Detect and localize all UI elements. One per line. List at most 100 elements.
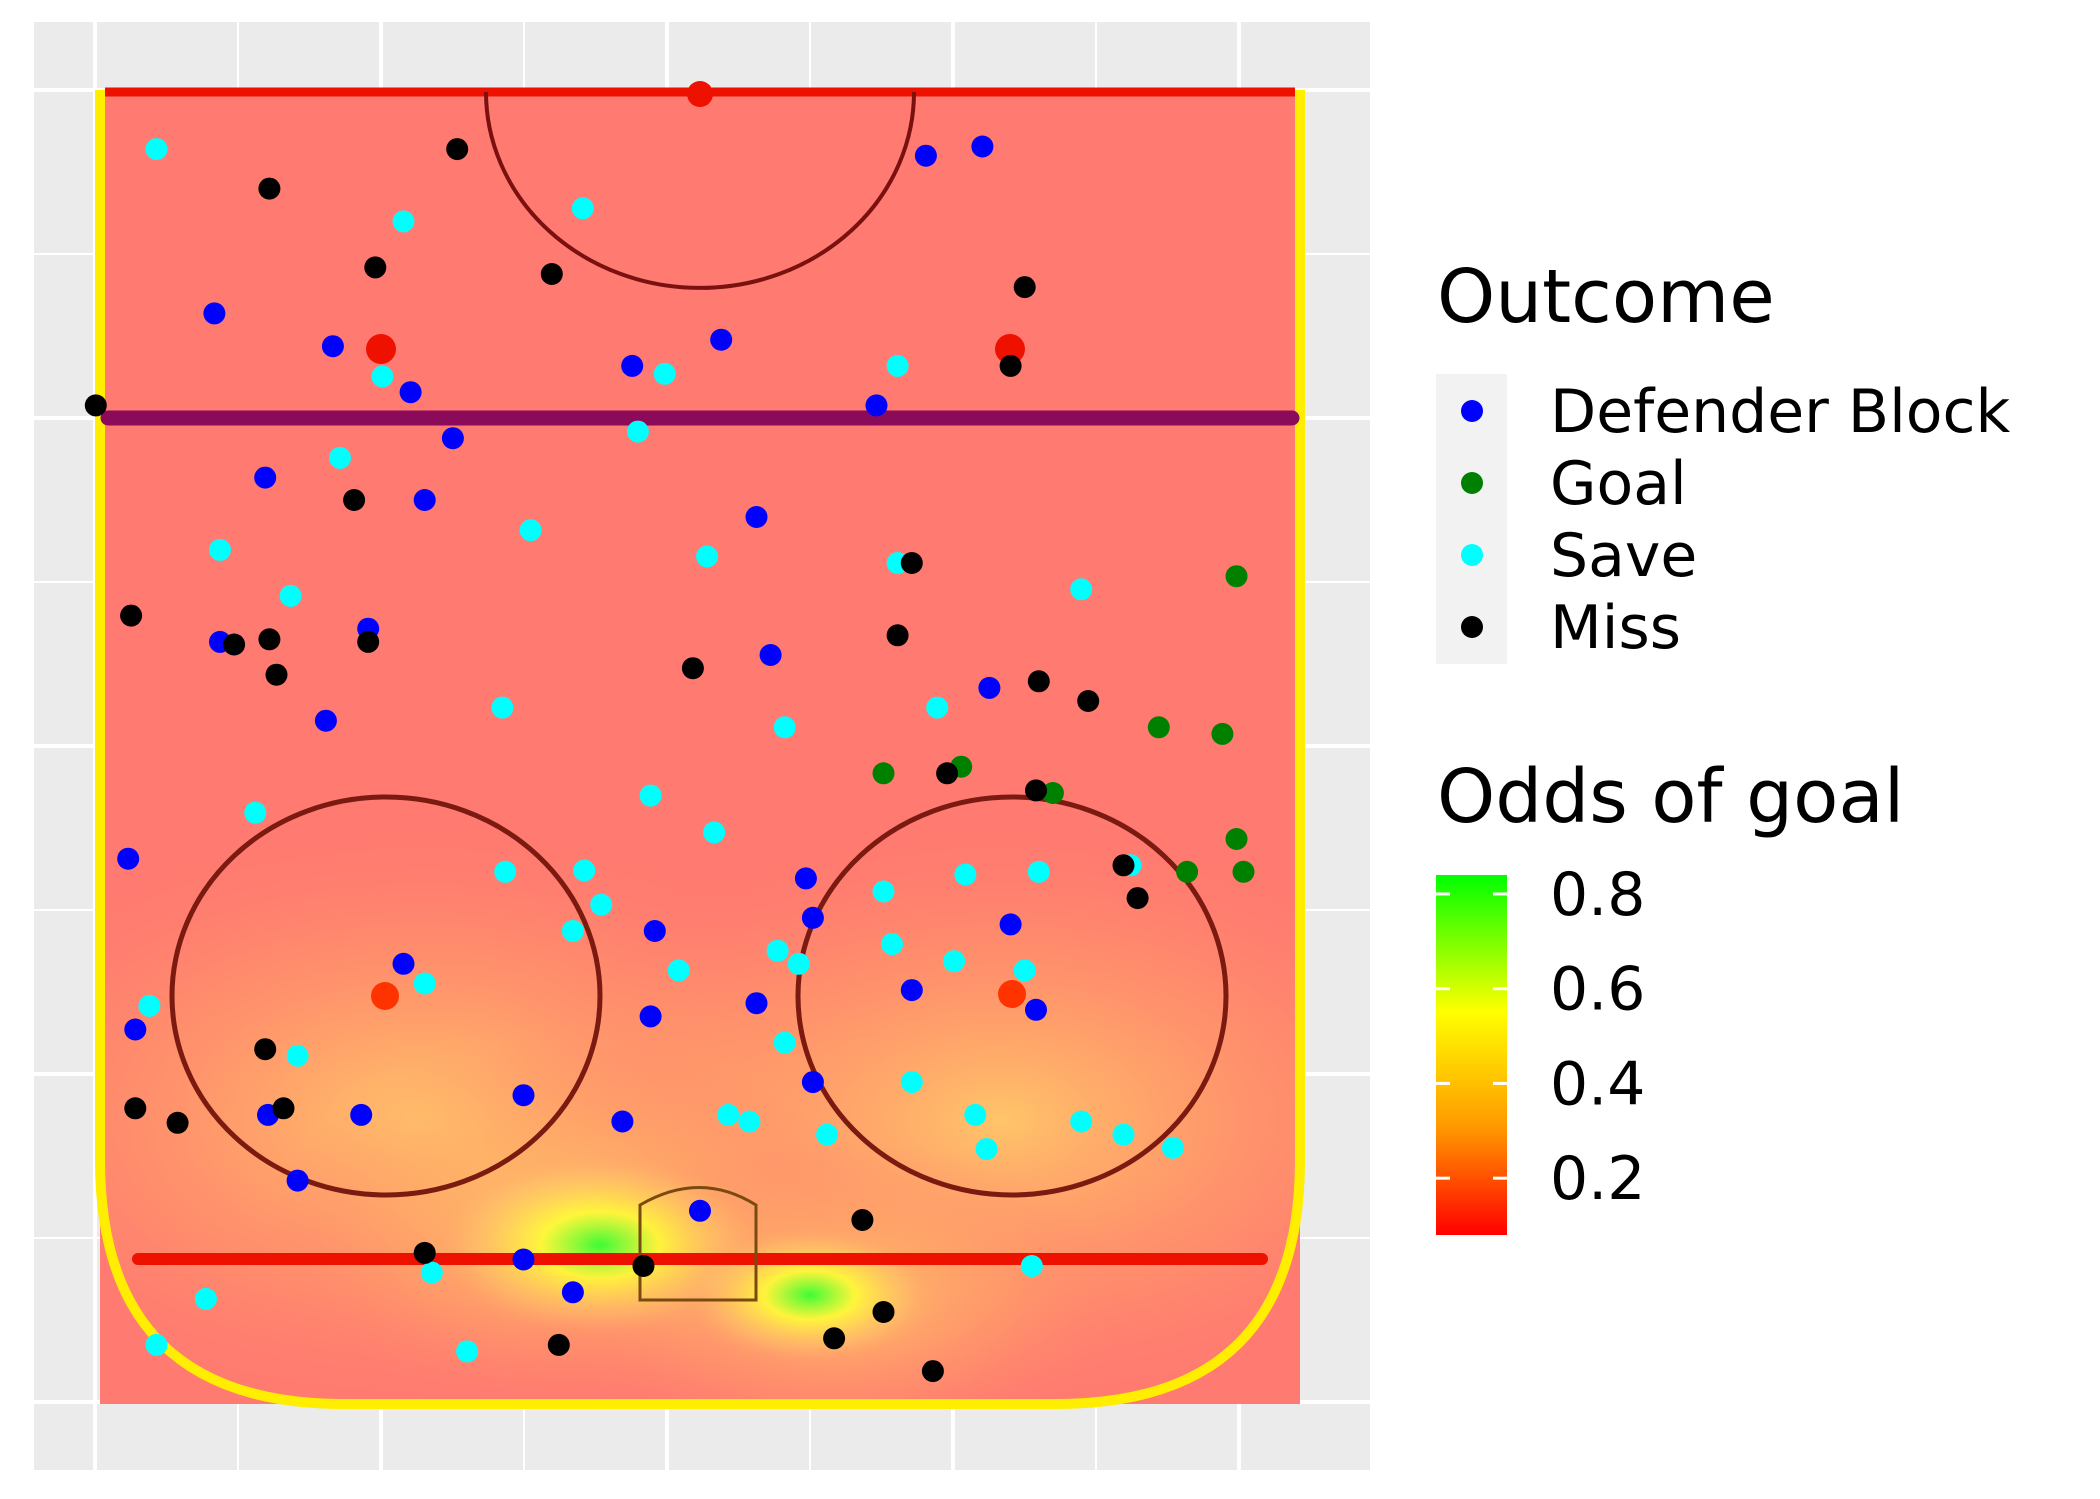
- point-defender-block: [1025, 998, 1047, 1021]
- point-miss: [632, 1255, 655, 1277]
- point-defender-block: [561, 1281, 584, 1304]
- shot-points: [84, 135, 1255, 1383]
- point-defender-block: [801, 906, 824, 929]
- colorbar-tick-label: 0.6: [1550, 955, 1645, 1025]
- point-defender-block: [441, 427, 464, 450]
- point-miss: [921, 1360, 944, 1383]
- point-miss: [223, 633, 246, 656]
- point-save: [1027, 860, 1050, 883]
- point-defender-block: [689, 1199, 711, 1222]
- point-save: [787, 952, 810, 975]
- point-defender-block: [117, 847, 140, 870]
- point-defender-block: [759, 644, 782, 666]
- point-save: [286, 1044, 309, 1067]
- point-defender-block: [124, 1018, 147, 1041]
- point-save: [626, 420, 649, 443]
- point-defender-block: [350, 1103, 373, 1126]
- point-save: [194, 1287, 217, 1310]
- point-save: [926, 696, 949, 719]
- point-save: [1013, 959, 1036, 982]
- point-defender-block: [745, 992, 768, 1015]
- point-defender-block: [321, 335, 344, 358]
- point-defender-block: [978, 676, 1001, 699]
- point-defender-block: [254, 466, 277, 489]
- point-defender-block: [611, 1110, 634, 1133]
- point-miss: [900, 552, 923, 574]
- legend-label-goal: Goal: [1550, 449, 1687, 519]
- point-miss: [1112, 854, 1135, 877]
- point-defender-block: [399, 381, 422, 404]
- goal-net: [638, 1259, 758, 1302]
- point-miss: [851, 1209, 874, 1231]
- point-save: [773, 1031, 796, 1054]
- point-save: [209, 538, 231, 561]
- point-defender-block: [801, 1071, 824, 1094]
- point-goal: [1176, 860, 1199, 883]
- odds-colorbar-ticks: 0.8 0.6 0.4 0.2: [1436, 860, 1645, 1214]
- point-save: [145, 1333, 168, 1356]
- point-save: [954, 863, 977, 886]
- point-save: [573, 859, 596, 882]
- point-defender-block: [999, 913, 1022, 936]
- point-miss: [886, 624, 909, 647]
- point-save: [456, 1340, 479, 1363]
- rink-markings: [95, 81, 1305, 1409]
- point-save: [872, 880, 895, 903]
- legend-key-defender-block: [1461, 400, 1483, 422]
- legend-label-save: Save: [1550, 521, 1697, 591]
- point-goal: [1041, 782, 1064, 804]
- point-miss: [1077, 690, 1100, 712]
- point-save: [244, 801, 267, 824]
- point-defender-block: [745, 506, 768, 528]
- point-defender-block: [413, 489, 436, 511]
- point-miss: [258, 628, 281, 651]
- point-save: [138, 994, 161, 1017]
- point-save: [703, 821, 726, 844]
- point-miss: [265, 663, 288, 686]
- point-miss: [540, 263, 563, 285]
- center-circle: [484, 91, 916, 290]
- legend-label-miss: Miss: [1550, 593, 1681, 663]
- point-save: [639, 784, 662, 807]
- point-save: [900, 1071, 923, 1094]
- point-goal: [1211, 722, 1234, 745]
- point-save: [766, 939, 789, 962]
- point-save: [964, 1103, 987, 1126]
- point-miss: [1126, 887, 1149, 910]
- colorbar-tick-label: 0.4: [1550, 1049, 1645, 1119]
- point-save: [1020, 1255, 1043, 1277]
- goal-crease: [638, 1186, 758, 1259]
- point-save: [696, 545, 719, 568]
- faceoff-dot-left: [371, 982, 399, 1010]
- point-save: [943, 950, 966, 973]
- center-dot: [687, 81, 713, 107]
- legend-key-goal: [1461, 472, 1483, 494]
- point-goal: [1225, 828, 1248, 850]
- legend-key-save: [1461, 544, 1483, 566]
- point-defender-block: [512, 1084, 535, 1107]
- point-save: [371, 365, 394, 388]
- point-miss: [258, 177, 281, 200]
- point-save: [975, 1138, 998, 1161]
- point-defender-block: [794, 867, 817, 890]
- point-miss: [1025, 779, 1047, 802]
- point-miss: [124, 1097, 147, 1120]
- point-defender-block: [203, 302, 226, 325]
- point-miss: [413, 1241, 436, 1264]
- point-defender-block: [392, 952, 415, 975]
- outcome-legend-title: Outcome: [1437, 254, 1775, 340]
- point-goal: [872, 762, 895, 785]
- point-goal: [1147, 716, 1170, 739]
- boards: [95, 90, 1305, 1409]
- point-defender-block: [314, 709, 337, 732]
- colorbar-tick-label: 0.8: [1550, 860, 1645, 930]
- point-defender-block: [865, 394, 888, 417]
- point-save: [561, 920, 584, 942]
- point-goal: [1225, 565, 1248, 588]
- odds-colorbar: [1436, 875, 1507, 1235]
- faceoff-dot-right: [998, 980, 1026, 1008]
- point-save: [413, 972, 436, 995]
- neutral-dot-right: [995, 334, 1025, 364]
